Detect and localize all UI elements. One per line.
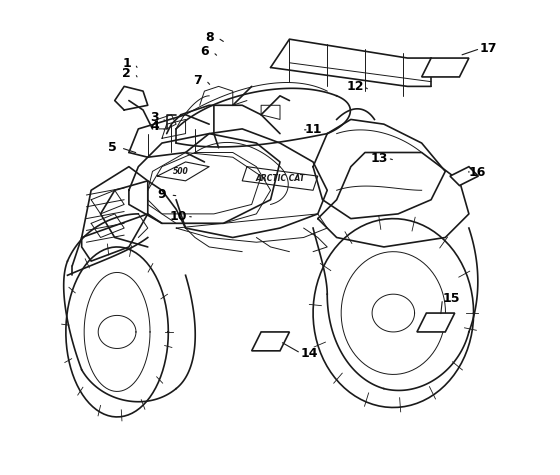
- Text: 500: 500: [173, 167, 189, 176]
- Text: 9: 9: [157, 189, 166, 201]
- Text: 4: 4: [151, 120, 159, 133]
- Text: 5: 5: [108, 141, 116, 154]
- Text: 16: 16: [469, 166, 486, 179]
- Text: ARCTIC CAT: ARCTIC CAT: [255, 174, 305, 183]
- Text: 11: 11: [304, 124, 322, 136]
- Text: 1: 1: [122, 57, 131, 70]
- Text: 7: 7: [193, 74, 202, 87]
- Text: 14: 14: [301, 347, 318, 360]
- Text: 8: 8: [205, 31, 213, 44]
- Polygon shape: [422, 58, 469, 77]
- Text: 3: 3: [151, 111, 159, 124]
- Text: 6: 6: [200, 46, 209, 58]
- Polygon shape: [417, 313, 455, 332]
- Text: 17: 17: [480, 42, 497, 55]
- Text: 15: 15: [442, 293, 460, 305]
- Text: 13: 13: [371, 152, 388, 165]
- Polygon shape: [450, 167, 478, 186]
- Text: 12: 12: [347, 80, 365, 93]
- Polygon shape: [251, 332, 290, 351]
- Text: 2: 2: [122, 66, 131, 80]
- Text: 10: 10: [170, 210, 187, 223]
